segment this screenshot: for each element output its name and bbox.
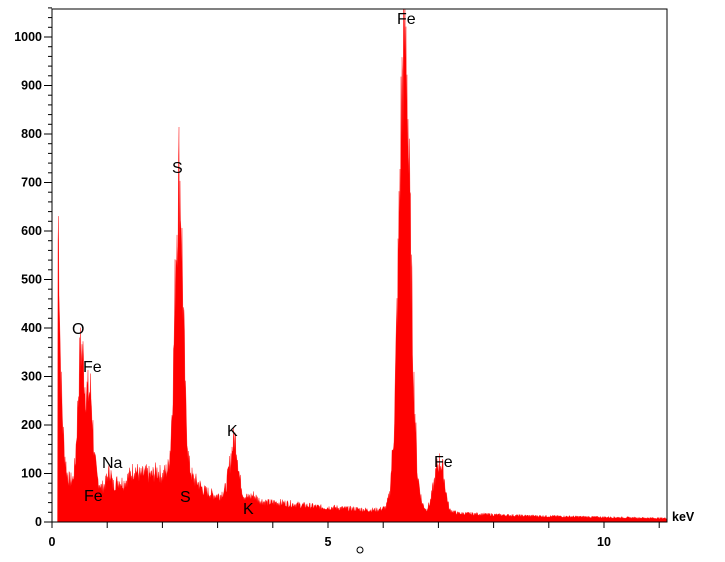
peak-label-s: S xyxy=(172,160,183,177)
peak-label-k: K xyxy=(227,423,238,440)
y-tick-label: 0 xyxy=(35,515,42,529)
y-tick-label: 400 xyxy=(21,321,42,335)
peak-label-o: O xyxy=(72,321,84,338)
peak-label-fe-ka: Fe xyxy=(397,11,416,28)
y-tick-label: 100 xyxy=(21,467,42,481)
x-tick-label: 0 xyxy=(49,535,56,549)
plot-frame xyxy=(51,8,668,523)
y-tick-label: 600 xyxy=(21,224,42,238)
x-axis: 0 5 10 xyxy=(49,522,660,549)
x-tick-label: 5 xyxy=(325,535,332,549)
y-tick-label: 300 xyxy=(21,370,42,384)
marker-circle xyxy=(356,546,364,554)
y-tick-label: 200 xyxy=(21,418,42,432)
y-axis: 0 100 200 300 400 500 600 700 800 900 1000 xyxy=(14,7,52,529)
spectrum-fill xyxy=(52,8,668,523)
peak-label-na: Na xyxy=(102,455,123,472)
y-tick-label: 1000 xyxy=(14,30,42,44)
spectrum-area xyxy=(52,8,668,523)
peak-label-fe-l: Fe xyxy=(83,359,102,376)
x-tick-label: 10 xyxy=(597,535,611,549)
y-tick-label: 700 xyxy=(21,176,42,190)
peak-label-fe-l2: Fe xyxy=(84,488,103,505)
y-tick-label: 500 xyxy=(21,273,42,287)
y-tick-label: 800 xyxy=(21,127,42,141)
y-tick-label: 900 xyxy=(21,79,42,93)
peak-label-k2: K xyxy=(243,501,254,518)
peak-label-s2: S xyxy=(180,489,191,506)
peak-label-fe-kb: Fe xyxy=(434,454,453,471)
x-axis-label: keV xyxy=(672,510,695,524)
